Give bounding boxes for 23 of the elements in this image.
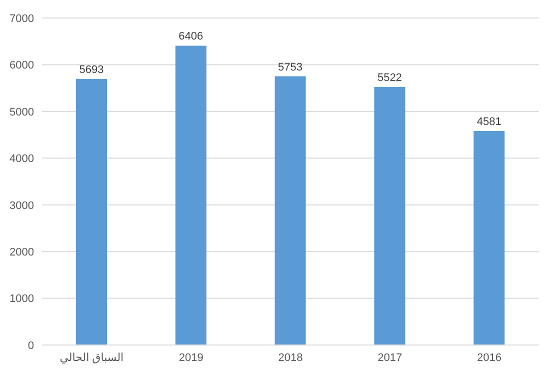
- bar: [474, 131, 505, 345]
- y-tick-label: 0: [28, 340, 34, 352]
- y-tick-label: 7000: [10, 12, 34, 25]
- x-tick-label: 2019: [178, 352, 204, 364]
- x-tick-label: السباق الحالي: [60, 352, 124, 364]
- x-tick-label: 2016: [477, 352, 502, 364]
- y-tick-label: 2000: [10, 246, 34, 258]
- y-tick-label: 3000: [10, 200, 34, 212]
- y-tick-label: 5000: [10, 106, 34, 118]
- y-tick-label: 6000: [10, 60, 34, 72]
- data-label: 5693: [79, 64, 104, 76]
- bar: [76, 79, 107, 345]
- bar: [374, 87, 406, 345]
- bar: [274, 76, 306, 345]
- data-label: 4581: [476, 116, 502, 128]
- bar: [175, 46, 206, 345]
- data-label: 6406: [178, 30, 204, 43]
- data-label: 5753: [278, 61, 303, 74]
- y-tick-label: 4000: [10, 153, 34, 166]
- x-tick-label: 2018: [278, 352, 303, 364]
- y-tick-label: 1000: [10, 293, 34, 306]
- x-tick-label: 2017: [378, 352, 402, 364]
- data-label: 5522: [377, 72, 402, 84]
